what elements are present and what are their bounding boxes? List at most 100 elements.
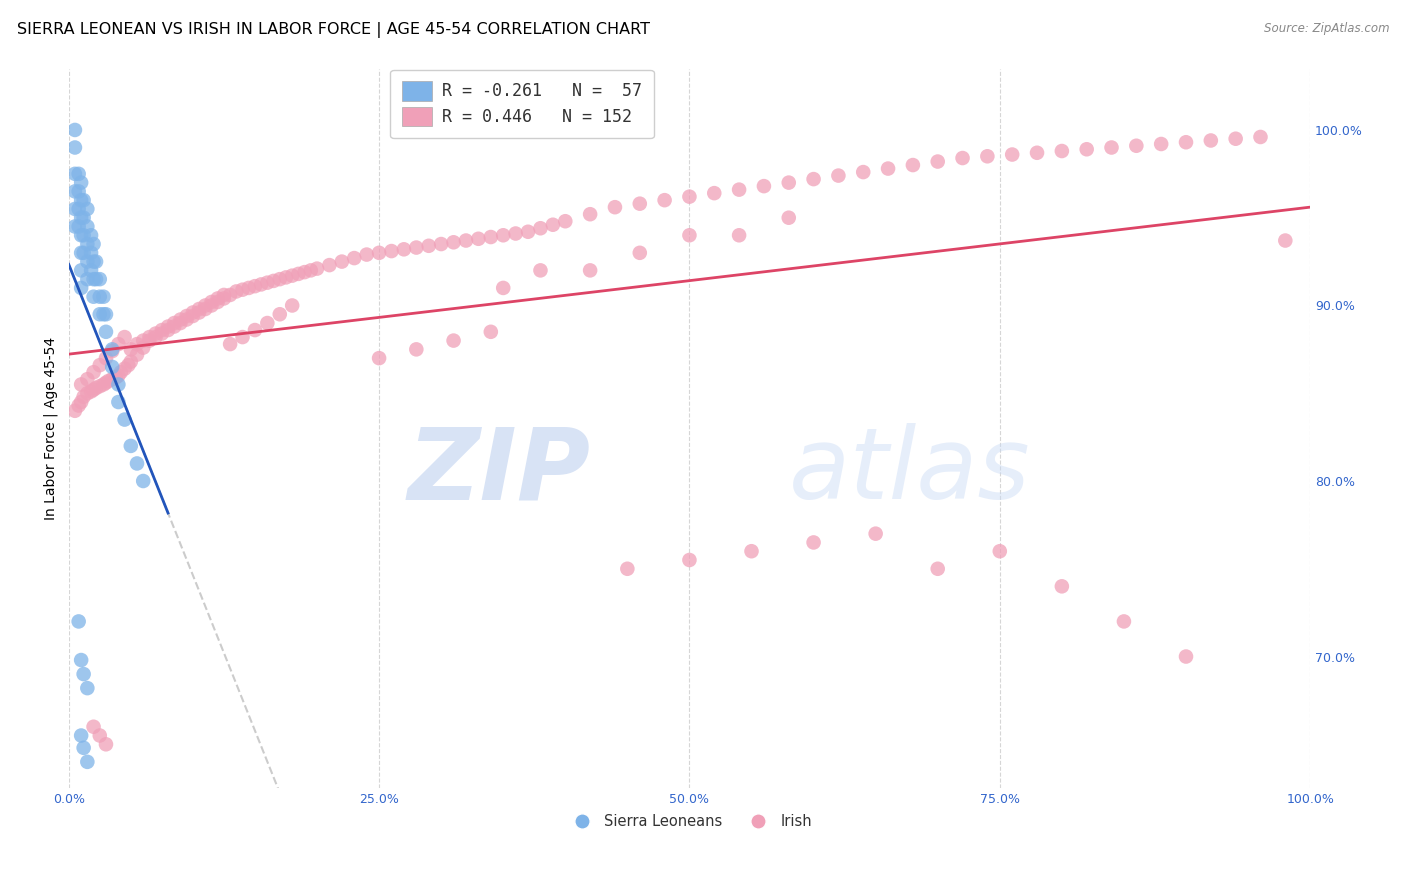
Point <box>70 281 93 295</box>
Point <box>67 399 90 413</box>
Point <box>67 185 90 199</box>
Point <box>70 211 93 225</box>
Point <box>70 395 93 409</box>
Point <box>1225 132 1247 146</box>
Point <box>256 276 278 290</box>
Point <box>1125 138 1147 153</box>
Point <box>380 244 402 258</box>
Point <box>70 193 93 207</box>
Point <box>181 309 204 323</box>
Point <box>94 376 117 390</box>
Point <box>63 123 86 137</box>
Point <box>212 288 235 302</box>
Point <box>84 381 107 395</box>
Point <box>70 263 93 277</box>
Point <box>63 167 86 181</box>
Point <box>72 667 94 681</box>
Point <box>120 354 142 368</box>
Point <box>63 202 86 216</box>
Point <box>541 218 564 232</box>
Point <box>330 254 353 268</box>
Point <box>76 386 98 401</box>
Point <box>927 154 949 169</box>
Point <box>1101 140 1123 154</box>
Point <box>114 361 136 376</box>
Point <box>678 228 700 243</box>
Point <box>163 319 186 334</box>
Point <box>212 292 235 306</box>
Point <box>628 196 651 211</box>
Point <box>84 272 107 286</box>
Point <box>200 295 222 310</box>
Point <box>803 172 825 186</box>
Point <box>579 263 602 277</box>
Point <box>827 169 849 183</box>
Point <box>145 326 167 341</box>
Point <box>243 279 266 293</box>
Point <box>107 368 129 383</box>
Point <box>231 330 253 344</box>
Point <box>207 295 229 310</box>
Point <box>101 344 124 359</box>
Point <box>169 312 191 326</box>
Point <box>368 245 391 260</box>
Point <box>70 245 93 260</box>
Point <box>70 377 93 392</box>
Point <box>356 247 378 261</box>
Point <box>281 298 304 312</box>
Point <box>70 653 93 667</box>
Point <box>72 228 94 243</box>
Point <box>101 343 124 357</box>
Point <box>132 334 155 348</box>
Point <box>188 301 211 316</box>
Text: atlas: atlas <box>789 423 1031 520</box>
Point <box>287 267 309 281</box>
Point <box>263 274 285 288</box>
Point <box>269 272 291 286</box>
Point <box>194 298 217 312</box>
Point <box>778 176 800 190</box>
Point <box>94 737 117 751</box>
Point <box>1150 136 1173 151</box>
Point <box>76 681 98 695</box>
Point <box>1175 649 1198 664</box>
Point <box>107 395 129 409</box>
Point <box>728 183 751 197</box>
Point <box>83 290 105 304</box>
Text: SIERRA LEONEAN VS IRISH IN LABOR FORCE | AGE 45-54 CORRELATION CHART: SIERRA LEONEAN VS IRISH IN LABOR FORCE |… <box>17 22 650 38</box>
Point <box>274 270 297 285</box>
Point <box>492 228 515 243</box>
Point <box>368 351 391 366</box>
Point <box>1050 144 1073 158</box>
Point <box>120 439 142 453</box>
Point <box>1199 133 1222 147</box>
Point <box>93 377 115 392</box>
Point <box>157 323 180 337</box>
Point <box>63 404 86 418</box>
Point <box>63 219 86 234</box>
Point <box>281 268 304 283</box>
Point <box>94 351 117 366</box>
Point <box>97 374 120 388</box>
Point <box>114 330 136 344</box>
Point <box>778 211 800 225</box>
Point <box>219 337 242 351</box>
Point <box>243 323 266 337</box>
Point <box>927 562 949 576</box>
Point <box>76 237 98 252</box>
Point <box>225 285 247 299</box>
Point <box>89 729 111 743</box>
Point <box>269 307 291 321</box>
Point <box>305 261 328 276</box>
Point <box>318 258 340 272</box>
Point <box>76 755 98 769</box>
Point <box>125 337 148 351</box>
Legend: Sierra Leoneans, Irish: Sierra Leoneans, Irish <box>561 808 818 835</box>
Point <box>80 263 103 277</box>
Point <box>67 615 90 629</box>
Point <box>703 186 725 201</box>
Point <box>107 377 129 392</box>
Point <box>80 245 103 260</box>
Point <box>405 343 427 357</box>
Point <box>1175 135 1198 149</box>
